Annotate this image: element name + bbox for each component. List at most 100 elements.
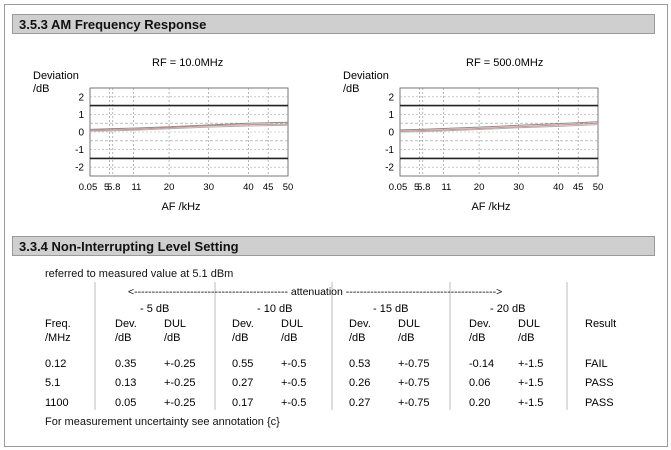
col-dul-label: DUL <box>164 318 186 330</box>
y-tick-label: -2 <box>385 163 394 174</box>
x-tick-label: 50 <box>593 182 604 193</box>
y-tick-label: 1 <box>78 110 84 121</box>
y-tick-label: 0 <box>78 128 84 139</box>
x-tick-label: 40 <box>243 182 254 193</box>
freq-cell: 1100 <box>45 397 69 409</box>
col-dul-unit: /dB <box>281 332 298 344</box>
freq-cell: 0.12 <box>45 358 66 370</box>
col-dev-label: Dev. <box>232 318 254 330</box>
dev-cell: 0.20 <box>469 397 490 409</box>
series-line-1 <box>399 122 599 132</box>
x-tick-label: 0.05 <box>389 182 408 193</box>
y-tick-label: 0 <box>388 128 394 139</box>
series-line-2 <box>89 121 289 130</box>
table-row: 0.12 0.35 +-0.25 0.55 +-0.5 0.53 +-0.75 -0.14 +-… <box>45 358 608 370</box>
dev-cell: 0.06 <box>469 377 490 389</box>
x-axis-label: AF /kHz <box>161 201 200 213</box>
x-tick-label: 20 <box>164 182 175 193</box>
dul-cell: +-0.25 <box>164 377 196 389</box>
dev-cell: 0.26 <box>349 377 370 389</box>
table-row: 5.1 0.13 +-0.25 0.27 +-0.5 0.26 +-0.75 0.06 +-1.… <box>45 377 614 389</box>
nil-section-title: 3.3.4 Non-Interrupting Level Setting <box>12 236 655 256</box>
y-tick-label: -1 <box>75 145 84 156</box>
dul-cell: +-0.5 <box>281 377 306 389</box>
dul-cell: +-0.25 <box>164 397 196 409</box>
col-dev-unit: /dB <box>115 332 132 344</box>
x-tick-label: 30 <box>203 182 214 193</box>
table-note: referred to measured value at 5.1 dBm <box>45 268 234 280</box>
attenuation-group: - 20 dB <box>490 303 525 315</box>
y-tick-label: 2 <box>388 92 394 103</box>
x-tick-label: 50 <box>283 182 294 193</box>
x-tick-label: 20 <box>474 182 485 193</box>
x-tick-label: 45 <box>263 182 274 193</box>
col-dul-unit: /dB <box>398 332 415 344</box>
dev-cell: 0.13 <box>115 377 136 389</box>
result-cell: FAIL <box>585 358 608 370</box>
col-dev-unit: /dB <box>469 332 486 344</box>
x-tick-label: 5 <box>104 182 109 193</box>
x-axis-label: AF /kHz <box>471 201 510 213</box>
x-tick-label: 40 <box>553 182 564 193</box>
y-axis-label: Deviation <box>343 70 389 82</box>
attenuation-label: <---------------------------------------… <box>128 286 502 298</box>
x-tick-label: 11 <box>441 182 451 193</box>
dev-cell: 0.05 <box>115 397 136 409</box>
y-tick-label: -2 <box>75 163 84 174</box>
col-dev-unit: /dB <box>349 332 366 344</box>
dul-cell: +-1.5 <box>518 377 543 389</box>
chart-2: RF = 500.0MHz Deviation/dB 2 1 0 -1 -2 0.05 55.8… <box>343 57 603 213</box>
chart-title: RF = 500.0MHz <box>466 57 543 69</box>
x-tick-label: 45 <box>573 182 584 193</box>
dul-cell: +-0.5 <box>281 397 306 409</box>
y-tick-label: 2 <box>78 92 84 103</box>
col-freq-label: Freq. <box>45 318 71 330</box>
series-line-1 <box>89 123 289 131</box>
col-dul-unit: /dB <box>518 332 535 344</box>
col-dev-label: Dev. <box>469 318 491 330</box>
dev-cell: 0.35 <box>115 358 136 370</box>
dev-cell: -0.14 <box>469 358 494 370</box>
result-cell: PASS <box>585 397 614 409</box>
x-tick-label: 5 <box>414 182 419 193</box>
dul-cell: +-0.75 <box>398 377 430 389</box>
y-axis-unit: /dB <box>343 83 360 95</box>
x-tick-label: 11 <box>131 182 141 193</box>
dev-cell: 0.55 <box>232 358 253 370</box>
dev-cell: 0.27 <box>349 397 370 409</box>
col-result-label: Result <box>585 318 616 330</box>
attenuation-group: - 10 dB <box>257 303 292 315</box>
x-tick-label: 30 <box>513 182 524 193</box>
dev-cell: 0.27 <box>232 377 253 389</box>
col-dul-label: DUL <box>281 318 303 330</box>
dul-cell: +-1.5 <box>518 397 543 409</box>
col-dev-unit: /dB <box>232 332 249 344</box>
col-freq-unit: /MHz <box>45 332 71 344</box>
uncertainty-footnote: For measurement uncertainty see annotati… <box>45 416 280 428</box>
y-axis-label: Deviation <box>33 70 79 82</box>
freq-cell: 5.1 <box>45 377 60 389</box>
dul-cell: +-0.25 <box>164 358 196 370</box>
series-line-3 <box>89 124 289 132</box>
col-dev-label: Dev. <box>349 318 371 330</box>
series-line-3 <box>399 124 599 133</box>
y-tick-label: -1 <box>385 145 394 156</box>
x-tick-label: 5.8 <box>417 182 430 193</box>
dev-cell: 0.17 <box>232 397 253 409</box>
y-tick-label: 1 <box>388 110 394 121</box>
series-line-2 <box>399 121 599 131</box>
table-row: 1100 0.05 +-0.25 0.17 +-0.5 0.27 +-0.75 0.20 +-1… <box>45 397 614 409</box>
y-axis-unit: /dB <box>33 83 50 95</box>
x-tick-label: 5.8 <box>107 182 120 193</box>
col-dul-unit: /dB <box>164 332 181 344</box>
chart-title: RF = 10.0MHz <box>152 57 223 69</box>
result-cell: PASS <box>585 377 614 389</box>
x-tick-label: 0.05 <box>79 182 98 193</box>
attenuation-group: - 5 dB <box>140 303 169 315</box>
col-dev-label: Dev. <box>115 318 137 330</box>
report-frame <box>4 4 668 447</box>
attenuation-group: - 15 dB <box>373 303 408 315</box>
dev-cell: 0.53 <box>349 358 370 370</box>
